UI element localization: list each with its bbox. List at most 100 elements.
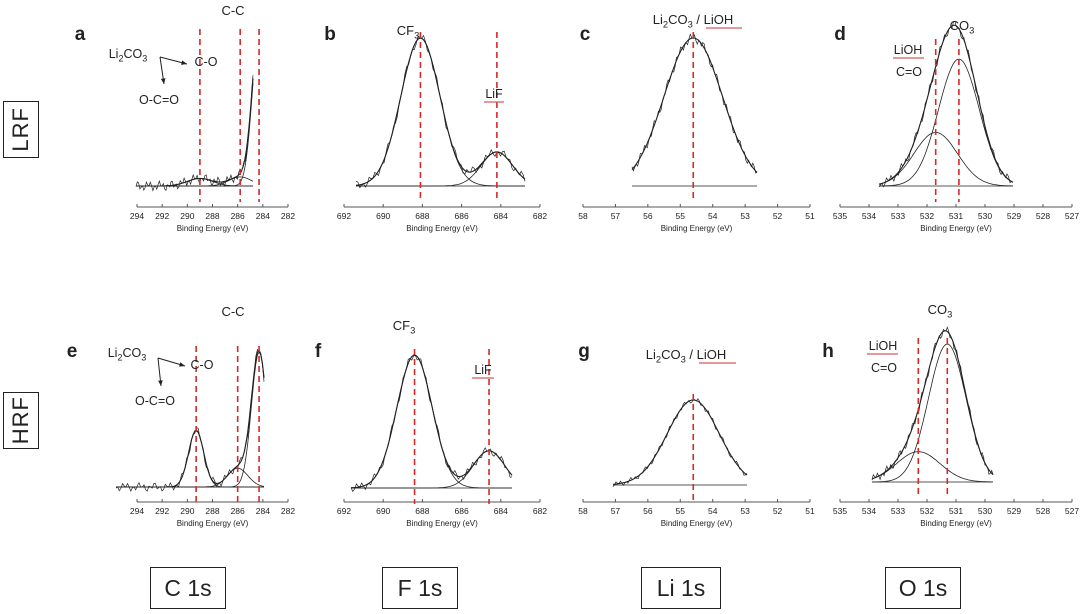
- element-label-c1s: C 1s: [150, 567, 226, 609]
- x-axis-title-a: Binding Energy (eV): [177, 224, 249, 233]
- component-peak-b-0: [355, 37, 525, 187]
- x-tick-label-g: 55: [676, 506, 686, 516]
- raw-data-c: [631, 33, 758, 174]
- x-tick-label-e: 288: [205, 506, 219, 516]
- x-tick-label-h: 528: [1036, 506, 1050, 516]
- x-tick-label-c: 56: [643, 211, 653, 221]
- x-tick-label-d: 533: [891, 211, 905, 221]
- x-tick-label-g: 57: [611, 506, 621, 516]
- x-tick-label-b: 686: [455, 211, 469, 221]
- x-tick-label-a: 292: [155, 211, 169, 221]
- x-tick-label-c: 52: [773, 211, 783, 221]
- x-tick-label-a: 282: [281, 211, 295, 221]
- raw-data-f: [350, 355, 513, 493]
- row-label-lrf-text: LRF: [8, 107, 33, 152]
- x-tick-label-d: 534: [862, 211, 876, 221]
- x-tick-label-f: 688: [415, 506, 429, 516]
- x-tick-label-h: 530: [978, 506, 992, 516]
- x-tick-label-b: 684: [494, 211, 508, 221]
- label-li2co3-lioh-c: Li2CO3 / LiOH: [653, 12, 734, 30]
- x-tick-label-f: 692: [337, 506, 351, 516]
- arrow-li2co3-ocoo-a-head: [160, 78, 166, 84]
- component-peak-d-0: [878, 131, 1013, 187]
- x-tick-label-e: 294: [130, 506, 144, 516]
- label-lif-b: LiF: [485, 87, 503, 101]
- x-tick-label-g: 54: [708, 506, 718, 516]
- panel-letter-e: e: [67, 341, 78, 362]
- x-tick-label-b: 682: [533, 211, 547, 221]
- panel-letter-b: b: [324, 24, 336, 45]
- x-tick-label-e: 282: [281, 506, 295, 516]
- raw-data-h: [871, 326, 994, 481]
- x-tick-label-a: 288: [205, 211, 219, 221]
- label-lif-f: LiF: [474, 363, 492, 377]
- element-label-f1s: F 1s: [382, 567, 458, 609]
- x-tick-label-e: 284: [256, 506, 270, 516]
- x-tick-label-h: 527: [1065, 506, 1079, 516]
- x-tick-label-c: 57: [611, 211, 621, 221]
- label-ocoo-a: O-C=O: [139, 93, 179, 107]
- x-tick-label-d: 532: [920, 211, 934, 221]
- fit-envelope-c: [631, 37, 758, 173]
- panel-letter-a: a: [75, 24, 86, 45]
- element-label-o1s: O 1s: [885, 567, 961, 609]
- x-axis-title-h: Binding Energy (eV): [920, 519, 992, 528]
- x-tick-label-d: 531: [949, 211, 963, 221]
- x-tick-label-b: 688: [415, 211, 429, 221]
- x-tick-label-e: 290: [180, 506, 194, 516]
- x-tick-label-g: 56: [643, 506, 653, 516]
- row-label-hrf: HRF: [3, 392, 39, 449]
- x-tick-label-h: 533: [891, 506, 905, 516]
- x-tick-label-c: 58: [578, 211, 588, 221]
- x-axis-title-f: Binding Energy (eV): [406, 519, 478, 528]
- fit-envelope-h: [871, 330, 994, 480]
- panel-letter-c: c: [580, 24, 591, 45]
- x-tick-label-f: 682: [533, 506, 547, 516]
- x-tick-label-f: 686: [455, 506, 469, 516]
- label-li2co3-e: Li2CO3: [108, 346, 147, 363]
- row-label-hrf-text: HRF: [8, 396, 33, 445]
- label-ocoo-e: O-C=O: [135, 394, 175, 408]
- label-li2co3-a: Li2CO3: [109, 47, 148, 64]
- x-tick-label-e: 292: [155, 506, 169, 516]
- raw-data-a: [135, 75, 254, 192]
- label-cc-e: C-C: [221, 304, 244, 319]
- label-co-h: C=O: [871, 361, 897, 375]
- x-axis-title-e: Binding Energy (eV): [177, 519, 249, 528]
- x-tick-label-d: 529: [1007, 211, 1021, 221]
- x-tick-label-g: 51: [805, 506, 815, 516]
- x-axis-title-b: Binding Energy (eV): [406, 224, 478, 233]
- label-co-e: C-O: [191, 358, 214, 372]
- arrow-li2co3-co-a-head: [181, 60, 187, 65]
- fit-envelope-g: [612, 399, 748, 485]
- label-co-a: C-O: [195, 55, 218, 69]
- x-tick-label-c: 53: [740, 211, 750, 221]
- raw-data-e: [115, 348, 265, 492]
- panel-letter-d: d: [834, 24, 846, 45]
- label-co3-d: CO3: [950, 18, 975, 36]
- x-axis-title-g: Binding Energy (eV): [661, 519, 733, 528]
- x-tick-label-d: 527: [1065, 211, 1079, 221]
- x-tick-label-c: 54: [708, 211, 718, 221]
- x-tick-label-h: 534: [862, 506, 876, 516]
- x-tick-label-d: 535: [833, 211, 847, 221]
- fit-envelope-d: [878, 24, 1014, 185]
- x-tick-label-a: 294: [130, 211, 144, 221]
- label-co-d: C=O: [896, 65, 922, 79]
- x-tick-label-h: 532: [920, 506, 934, 516]
- x-tick-label-g: 52: [773, 506, 783, 516]
- x-axis-title-d: Binding Energy (eV): [920, 224, 992, 233]
- x-tick-label-h: 529: [1007, 506, 1021, 516]
- x-tick-label-h: 535: [833, 506, 847, 516]
- x-tick-label-d: 530: [978, 211, 992, 221]
- raw-data-d: [878, 20, 1014, 188]
- label-co3-h: CO3: [928, 302, 953, 320]
- raw-data-g: [612, 398, 748, 487]
- x-tick-label-f: 690: [376, 506, 390, 516]
- x-tick-label-b: 692: [337, 211, 351, 221]
- x-tick-label-b: 690: [376, 211, 390, 221]
- x-axis-title-c: Binding Energy (eV): [661, 224, 733, 233]
- label-cf3-f: CF3: [393, 318, 416, 336]
- fit-envelope-b: [355, 37, 526, 186]
